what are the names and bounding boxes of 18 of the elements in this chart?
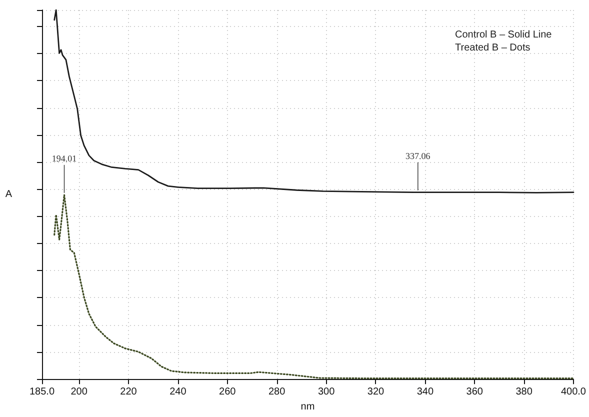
y-axis-title: A [5, 189, 12, 200]
x-tick-label: 300 [318, 386, 336, 398]
annotation: 337.06 [406, 150, 431, 161]
x-tick-label: 240 [170, 386, 187, 398]
x-tick-label: 380 [516, 386, 533, 398]
x-axis-title: nm [300, 402, 315, 412]
annotation: Control B – Solid Line [455, 30, 552, 40]
x-tick-label: 260 [219, 386, 236, 398]
x-tick-label: 185.0 [29, 386, 55, 398]
x-tick-label: 340 [416, 386, 434, 398]
x-tick-label: 360 [466, 386, 484, 398]
x-tick-label: 200 [70, 386, 88, 398]
x-tick-label: 400.0 [560, 386, 586, 398]
annotation: 194.01 [52, 153, 77, 164]
x-tick-label: 220 [120, 386, 138, 398]
x-tick-label: 280 [268, 386, 286, 398]
x-tick-label: 320 [367, 386, 385, 398]
annotation: Treated B – Dots [455, 42, 530, 54]
